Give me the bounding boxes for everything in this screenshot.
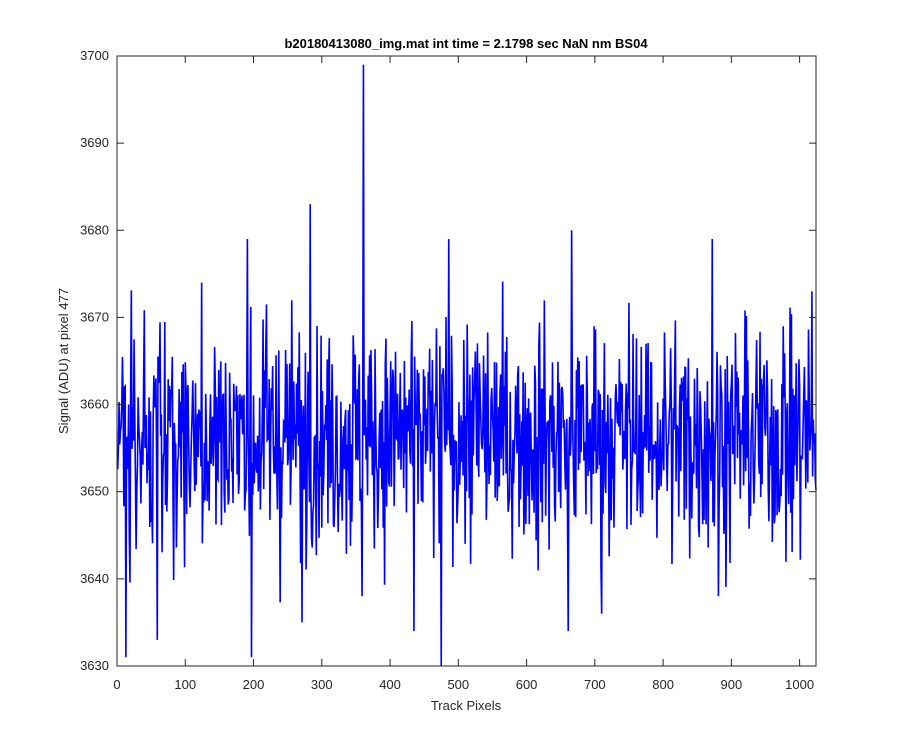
y-tick-label: 3640 bbox=[80, 571, 109, 586]
ticks-layer: 0 100 200 300 400 500 600 700 800 900 1000 3630 3640… bbox=[80, 48, 816, 692]
x-tick-label: 700 bbox=[584, 677, 606, 692]
x-axis-label: Track Pixels bbox=[431, 698, 502, 713]
y-tick-label: 3650 bbox=[80, 484, 109, 499]
x-tick-label: 600 bbox=[516, 677, 538, 692]
axes-box bbox=[116, 55, 817, 667]
y-tick-label: 3700 bbox=[80, 48, 109, 63]
chart-title: b20180413080_img.mat int time = 2.1798 s… bbox=[284, 36, 648, 51]
x-tick-label: 900 bbox=[721, 677, 743, 692]
x-tick-label: 400 bbox=[379, 677, 401, 692]
y-axis-label: Signal (ADU) at pixel 477 bbox=[56, 288, 71, 434]
x-tick-label: 200 bbox=[243, 677, 265, 692]
x-tick-label: 500 bbox=[447, 677, 469, 692]
y-tick-label: 3690 bbox=[80, 135, 109, 150]
series-layer bbox=[116, 64, 817, 667]
y-tick-label: 3660 bbox=[80, 397, 109, 412]
x-tick-label: 1000 bbox=[785, 677, 814, 692]
signal-series-line bbox=[116, 64, 817, 667]
y-tick-label: 3630 bbox=[80, 658, 109, 673]
x-tick-label: 800 bbox=[652, 677, 674, 692]
y-tick-label: 3670 bbox=[80, 309, 109, 324]
y-tick-label: 3680 bbox=[80, 222, 109, 237]
x-tick-label: 300 bbox=[311, 677, 333, 692]
x-tick-label: 100 bbox=[174, 677, 196, 692]
x-tick-label: 0 bbox=[113, 677, 120, 692]
